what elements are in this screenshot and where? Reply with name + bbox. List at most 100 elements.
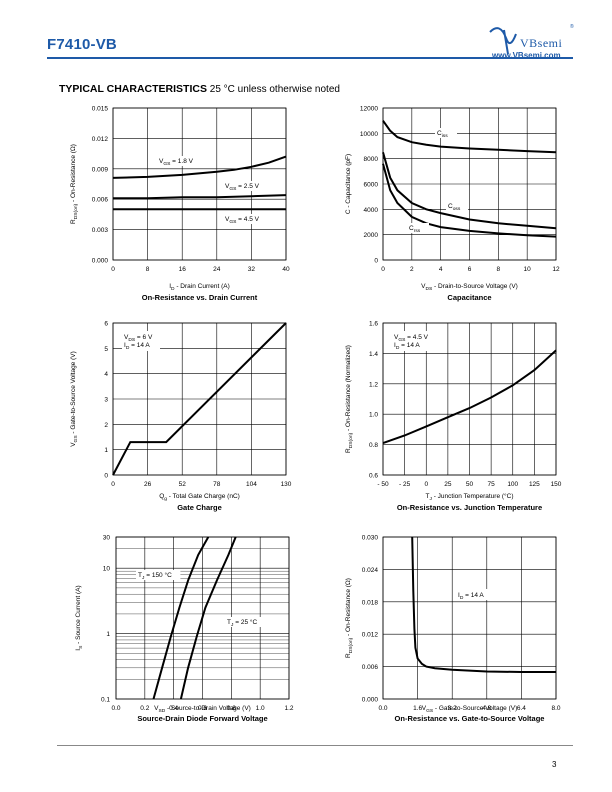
y-tick-label: 0.006 bbox=[362, 664, 379, 671]
brand-name: VBsemi bbox=[520, 36, 563, 50]
y-axis-label: RDS(on) - On-Resistance (Ω) bbox=[70, 144, 79, 224]
y-tick-label: 10000 bbox=[360, 131, 378, 138]
y-tick-label: 0.024 bbox=[362, 567, 379, 574]
x-axis-label: ID - Drain Current (A) bbox=[169, 283, 230, 292]
series-label: Ciss bbox=[437, 130, 448, 139]
y-tick-label: 0.018 bbox=[362, 599, 379, 606]
y-tick-label: 0.012 bbox=[362, 632, 379, 639]
x-tick-label: 16 bbox=[179, 266, 187, 273]
y-tick-label: 12000 bbox=[360, 106, 378, 113]
y-tick-label: 1.4 bbox=[369, 351, 378, 358]
series-label: VGS = 4.5 V bbox=[225, 216, 260, 225]
series-label-bg bbox=[446, 201, 468, 211]
y-tick-label: 0.006 bbox=[92, 197, 109, 204]
x-tick-label: 78 bbox=[213, 481, 221, 488]
series-label-bg bbox=[223, 214, 268, 224]
x-tick-label: 8 bbox=[497, 266, 501, 273]
chart-title: On-Resistance vs. Junction Temperature bbox=[397, 503, 542, 512]
series-line bbox=[411, 536, 556, 673]
y-tick-label: 1.2 bbox=[369, 381, 378, 388]
chart-1: 0 8 16 24 32 40 0.000 0.003 0.006 0.009 0.012 0.015… bbox=[70, 106, 290, 303]
series-line bbox=[112, 322, 287, 476]
plot-frame bbox=[382, 107, 557, 261]
y-tick-label: 0.012 bbox=[92, 136, 109, 143]
chart-2: 0 2 4 6 8 10 12 0 2000 4000 6000 8000 10000 12000 Ciss… bbox=[345, 106, 560, 303]
y-tick-label: 30 bbox=[103, 535, 111, 542]
y-tick-label: 6000 bbox=[364, 182, 379, 189]
chart-5: 0.0 0.2 0.4 0.6 0.8 1.0 1.2 0.1 1 10 30 TJ = 150 °C… bbox=[75, 535, 294, 724]
y-tick-label: 4 bbox=[104, 371, 108, 378]
series-label: VGS = 2.5 V bbox=[225, 183, 260, 192]
y-tick-label: 0.000 bbox=[362, 697, 379, 704]
x-tick-label: 0 bbox=[111, 266, 115, 273]
chart-title: Capacitance bbox=[447, 293, 491, 302]
x-axis-label: VDS - Drain-to-Source Voltage (V) bbox=[421, 283, 518, 292]
chart-title: On-Resistance vs. Drain Current bbox=[142, 293, 258, 302]
brand-url[interactable]: www.VBsemi.com bbox=[492, 51, 561, 60]
section-title: TYPICAL CHARACTERISTICS bbox=[59, 83, 207, 95]
y-tick-label: 1 bbox=[104, 447, 108, 454]
x-tick-label: 0 bbox=[111, 481, 115, 488]
x-tick-label: - 25 bbox=[399, 481, 411, 488]
y-tick-label: 3 bbox=[104, 397, 108, 404]
x-tick-label: 25 bbox=[444, 481, 452, 488]
series-line bbox=[382, 152, 557, 230]
annotation-bg bbox=[392, 331, 430, 351]
y-tick-label: 0.015 bbox=[92, 106, 109, 113]
series-label: Coss bbox=[448, 203, 461, 212]
x-tick-label: 50 bbox=[466, 481, 474, 488]
x-tick-label: 0.0 bbox=[111, 705, 120, 712]
x-tick-label: 26 bbox=[144, 481, 152, 488]
x-axis-label: Qg - Total Gate Charge (nC) bbox=[159, 493, 240, 502]
vbsemi-logo bbox=[489, 27, 517, 55]
chart-title: Gate Charge bbox=[177, 503, 222, 512]
annotation-bg bbox=[122, 331, 160, 351]
y-tick-label: 6 bbox=[104, 321, 108, 328]
annotation-text: ID = 14 A bbox=[394, 342, 420, 351]
y-axis-label: VGS - Gate-to-Source Voltage (V) bbox=[70, 351, 79, 447]
footer-rule bbox=[57, 745, 573, 746]
section-heading: TYPICAL CHARACTERISTICS 25 °C unless oth… bbox=[59, 83, 340, 95]
annotation-text: ID = 14 A bbox=[124, 342, 150, 351]
plot-frame bbox=[112, 107, 287, 261]
y-tick-label: 1 bbox=[106, 631, 110, 638]
series-label-bg bbox=[157, 156, 202, 166]
x-tick-label: 0 bbox=[424, 481, 428, 488]
y-tick-label: 0.1 bbox=[101, 697, 110, 704]
x-tick-label: 0 bbox=[381, 266, 385, 273]
x-tick-label: 0.2 bbox=[140, 705, 149, 712]
page-number: 3 bbox=[552, 760, 557, 769]
series-line bbox=[382, 163, 557, 238]
y-axis-label: IS - Source Current (A) bbox=[75, 585, 84, 650]
y-tick-label: 10 bbox=[103, 566, 111, 573]
y-tick-label: 0.000 bbox=[92, 258, 109, 265]
x-tick-label: 2 bbox=[410, 266, 414, 273]
x-tick-label: 1.2 bbox=[284, 705, 293, 712]
x-tick-label: 130 bbox=[281, 481, 292, 488]
section-note: 25 °C unless otherwise noted bbox=[209, 84, 340, 95]
x-tick-label: 4.8 bbox=[482, 705, 491, 712]
series-line bbox=[152, 536, 210, 700]
y-axis-label: RDS(on) - On-Resistance (Normalized) bbox=[345, 345, 354, 453]
x-axis-label: VGS - Gate-to-Source Voltage (V) bbox=[422, 705, 518, 714]
series-line bbox=[382, 349, 557, 445]
x-tick-label: 125 bbox=[529, 481, 540, 488]
x-tick-label: 0.6 bbox=[198, 705, 207, 712]
series-label: TJ = 150 °C bbox=[138, 571, 172, 581]
x-axis-label: VSD - Source-to-Drain Voltage (V) bbox=[154, 705, 251, 714]
x-tick-label: 8.0 bbox=[551, 705, 560, 712]
y-tick-label: 4000 bbox=[364, 207, 379, 214]
plot-frame bbox=[382, 536, 557, 700]
x-tick-label: 1.6 bbox=[413, 705, 422, 712]
y-tick-label: 0.6 bbox=[369, 473, 378, 480]
series-label-bg bbox=[225, 617, 267, 627]
chart-3: 0 26 52 78 104 130 0 1 2 3 4 5 6 VDS = 6 VID = 14 A Qg… bbox=[70, 321, 292, 513]
y-tick-label: 0.030 bbox=[362, 535, 379, 542]
chart-6: 0.0 1.6 3.2 4.8 6.4 8.0 0.000 0.006 0.012 0.018 0.… bbox=[345, 535, 561, 724]
y-axis-label: C - Capacitance (pF) bbox=[345, 154, 352, 214]
x-tick-label: 0.0 bbox=[378, 705, 387, 712]
x-tick-label: - 50 bbox=[377, 481, 389, 488]
series-label-bg bbox=[136, 570, 181, 580]
series-label-bg bbox=[435, 128, 457, 138]
